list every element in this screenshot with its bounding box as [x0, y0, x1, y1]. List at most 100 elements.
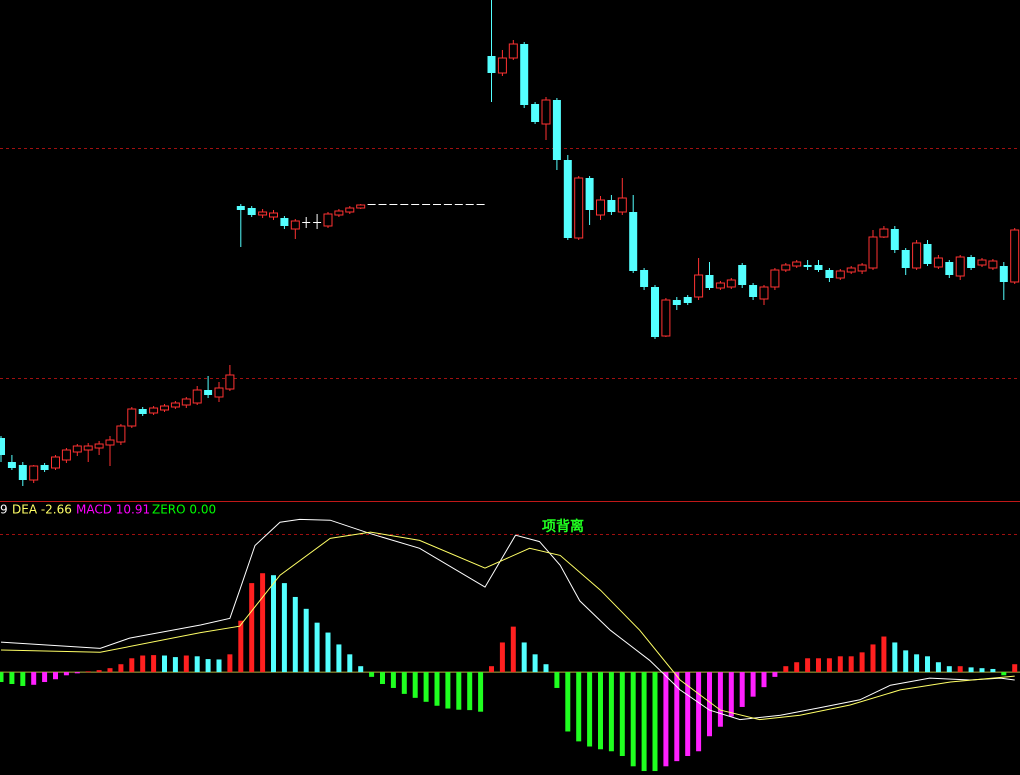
candle-body: [40, 465, 49, 470]
macd-bar: [260, 573, 266, 673]
candle-body: [890, 229, 899, 250]
candle-body: [596, 199, 605, 216]
macd-bar: [717, 672, 723, 727]
candle-body: [280, 218, 289, 226]
candle-body: [236, 206, 245, 210]
macd-bar: [401, 672, 407, 694]
macd-bar: [456, 672, 462, 710]
candle-body: [640, 270, 649, 287]
macd-bar: [587, 672, 593, 747]
candle-body: [835, 270, 845, 279]
candle-body: [160, 405, 169, 411]
candle-body: [607, 200, 616, 212]
candle-body: [367, 204, 376, 205]
macd-bar: [227, 654, 233, 673]
candle-body: [454, 204, 463, 205]
candle-body: [181, 398, 191, 406]
macd-bar: [728, 672, 734, 717]
macd-bar: [761, 672, 767, 688]
candle-body: [258, 211, 268, 216]
macd-bar: [423, 672, 429, 702]
macd-bar: [641, 672, 647, 772]
candle-body: [433, 204, 441, 205]
macd-bar: [892, 642, 898, 673]
macd-bar: [783, 666, 789, 673]
macd-bar: [696, 672, 702, 752]
candle-body: [563, 160, 572, 238]
candle-body: [334, 210, 344, 216]
macd-bar: [347, 654, 353, 673]
candle-body: [138, 409, 147, 414]
macd-bar: [946, 666, 952, 673]
macd-bar: [194, 656, 200, 673]
candle-body: [302, 222, 311, 223]
candle-body: [901, 250, 910, 268]
macd-bar: [249, 583, 255, 673]
macd-bar: [314, 622, 320, 673]
candle-body: [726, 279, 736, 288]
macd-bar: [903, 650, 909, 673]
macd-bar: [292, 596, 298, 673]
macd-bar: [979, 668, 985, 673]
candle-body: [749, 285, 758, 297]
macd-bar: [881, 636, 887, 673]
candle-body: [400, 204, 409, 205]
candle-body: [585, 178, 594, 210]
candle-body: [1010, 229, 1020, 283]
macd-bar: [816, 658, 821, 673]
macd-bar: [369, 672, 375, 677]
macd-bar: [543, 664, 549, 673]
candle-body: [552, 100, 561, 160]
macd-bar: [74, 672, 80, 674]
macd-bar: [172, 657, 178, 673]
macd-bar: [957, 666, 963, 673]
macd-bar: [434, 672, 440, 706]
candle-body: [814, 265, 823, 270]
macd-bar: [608, 672, 614, 752]
macd-bar: [129, 658, 135, 673]
macd-bar: [630, 672, 636, 767]
candle-body: [977, 259, 987, 266]
macd-bar: [205, 659, 211, 673]
macd-bar: [183, 655, 189, 673]
candle-body: [825, 270, 834, 278]
macd-bar: [925, 656, 930, 673]
candle-body: [94, 443, 104, 449]
macd-bar: [216, 659, 222, 673]
candle-body: [879, 228, 889, 238]
candle-body: [508, 43, 518, 59]
macd-bar: [140, 655, 146, 673]
macd-bar: [42, 672, 48, 683]
candle-body: [661, 299, 671, 337]
macd-bar: [914, 654, 920, 673]
candle-body: [323, 213, 333, 227]
candle-body: [389, 204, 398, 205]
macd-bar: [499, 642, 505, 673]
candle-body: [497, 57, 507, 74]
candle-body: [465, 204, 474, 205]
macd-bar: [794, 662, 800, 673]
macd-bar: [96, 670, 102, 673]
macd-bar: [772, 672, 778, 677]
candle-body: [443, 204, 452, 205]
macd-bar: [826, 658, 832, 673]
candle-body: [803, 265, 812, 267]
candle-body: [61, 449, 71, 461]
macd-bar: [478, 672, 484, 712]
candle-body: [0, 438, 5, 455]
candle-body: [574, 177, 584, 239]
candle-body: [204, 390, 213, 395]
candle-body: [290, 220, 300, 230]
macd-bar: [1001, 672, 1007, 676]
macd-bar: [445, 672, 451, 709]
candle-body: [18, 465, 27, 480]
candle-body: [72, 445, 82, 453]
legend-entry: ZERO 0.00: [152, 503, 216, 517]
candle-body: [345, 207, 355, 213]
candle-body: [214, 387, 224, 398]
candle-body: [912, 242, 922, 269]
macd-bar: [53, 672, 58, 680]
macd-bar: [685, 672, 691, 757]
